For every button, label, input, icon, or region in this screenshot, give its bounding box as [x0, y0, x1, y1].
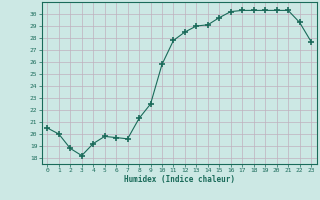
X-axis label: Humidex (Indice chaleur): Humidex (Indice chaleur): [124, 175, 235, 184]
